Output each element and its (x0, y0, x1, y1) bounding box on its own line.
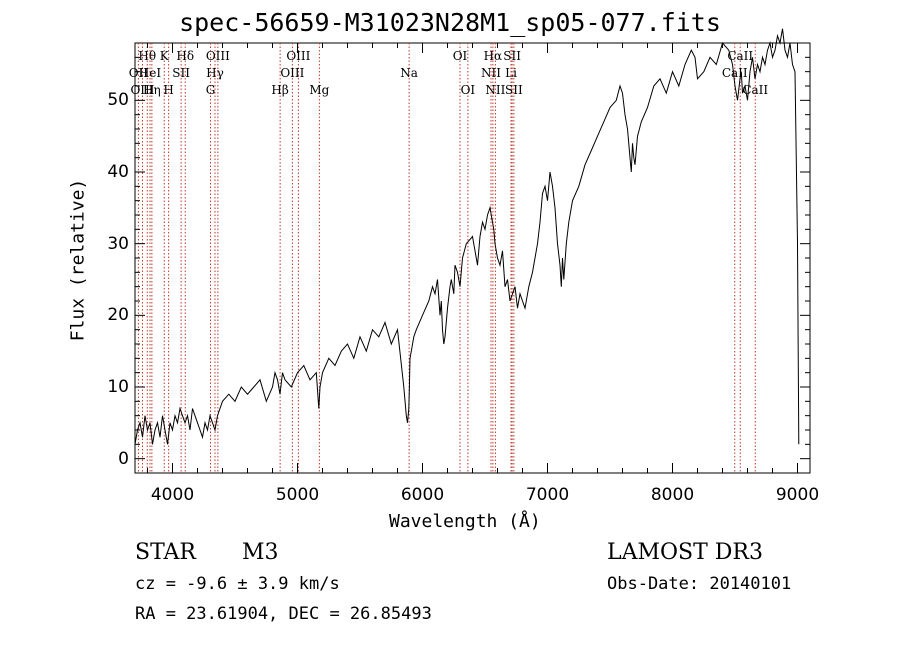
line-label-5: K (160, 49, 170, 63)
line-label-16: Na (400, 66, 418, 80)
y-tick-label-1: 10 (107, 377, 129, 397)
y-tick-label-5: 50 (107, 90, 129, 111)
x-tick-label-5: 9000 (775, 485, 820, 505)
line-label-6: SII (172, 66, 190, 80)
object-class: STAR (135, 540, 196, 565)
y-tick-label-0: 0 (118, 448, 129, 469)
line-label-15: Mg (309, 83, 329, 97)
line-label-20: SII (503, 49, 521, 63)
line-label-3: HeI (139, 66, 162, 80)
observation-date: Obs-Date: 20140101 (607, 574, 792, 594)
line-label-18: OI (461, 83, 476, 97)
axis-ticks (135, 43, 810, 473)
x-tick-label-0: 4000 (150, 485, 195, 505)
line-label-7: H (163, 83, 173, 97)
y-tick-label-3: 30 (107, 233, 129, 254)
survey-name: LAMOST DR3 (607, 540, 763, 565)
x-axis-label: Wavelength (Å) (389, 511, 541, 532)
line-label-14: Hβ (271, 83, 288, 97)
line-label-13: OIII (280, 66, 304, 80)
spectrum-series (134, 28, 800, 445)
line-label-26: CaII (722, 66, 748, 80)
emission-lines (137, 43, 756, 473)
plot-frame (134, 42, 811, 474)
line-label-4: Hη (143, 83, 161, 97)
line-label-10: Hγ (206, 66, 224, 80)
line-label-23: NII (485, 83, 505, 97)
x-tick-label-3: 7000 (525, 485, 570, 505)
line-label-25: CaII (727, 49, 753, 63)
y-axis-label: Flux (relative) (67, 178, 89, 342)
y-tick-label-2: 20 (107, 305, 129, 326)
line-label-21: NII (481, 66, 501, 80)
redshift-velocity: cz = -9.6 ± 3.9 km/s (135, 574, 340, 594)
line-label-11: G (206, 83, 216, 97)
line-label-0: Hθ (138, 49, 156, 63)
x-tick-label-1: 5000 (275, 485, 320, 505)
line-label-24: SII (505, 83, 523, 97)
y-tick-label-4: 40 (107, 162, 129, 182)
line-label-9: OIII (206, 49, 230, 63)
line-label-1: OII (129, 66, 149, 80)
line-label-17: OI (453, 49, 468, 63)
spectrum-line (134, 28, 800, 445)
line-label-12: OIII (286, 49, 310, 63)
object-subclass: M3 (242, 540, 279, 565)
line-label-8: Hδ (176, 49, 194, 63)
sky-coordinates: RA = 23.61904, DEC = 26.85493 (135, 604, 432, 624)
chart-title: spec-56659-M31023N28M1_sp05-077.fits (179, 8, 721, 37)
x-tick-label-4: 8000 (650, 485, 695, 505)
line-label-22: Li (505, 66, 517, 80)
x-tick-label-2: 6000 (400, 485, 445, 505)
line-label-19: Hα (484, 49, 503, 63)
